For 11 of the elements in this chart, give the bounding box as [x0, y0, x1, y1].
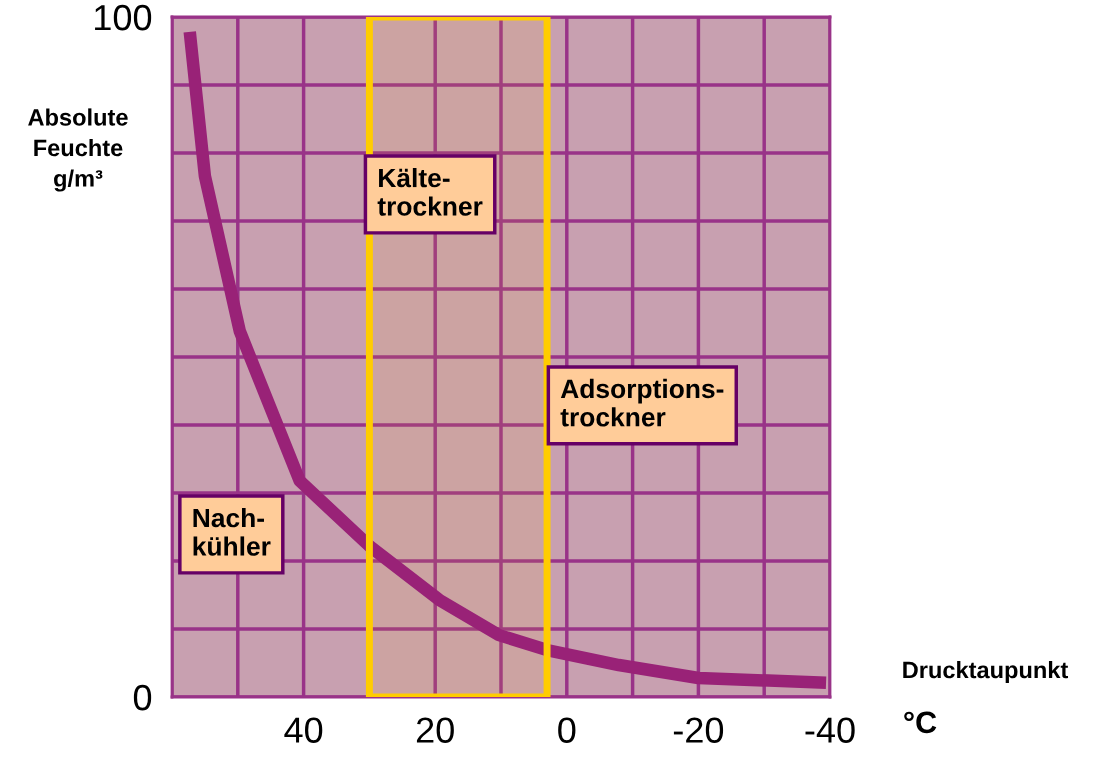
annotation: Nach- kühler [193, 507, 271, 556]
annotation: Adsorptions- trockner [560, 378, 724, 427]
y-axis-title: Absolute Feuchte g/m³ [28, 108, 128, 192]
band-label: Kälte- trockner [377, 167, 483, 216]
text: Drucktaupunkt °C [903, 660, 1069, 734]
x-tick-label: -20 [673, 717, 724, 743]
x-tick-label: 20 [416, 717, 454, 743]
y-tick-label: 100 [95, 4, 152, 31]
x-tick-label: -40 [805, 717, 855, 743]
x-tick-label: 40 [284, 717, 323, 743]
x-tick-label: 0 [558, 717, 576, 743]
